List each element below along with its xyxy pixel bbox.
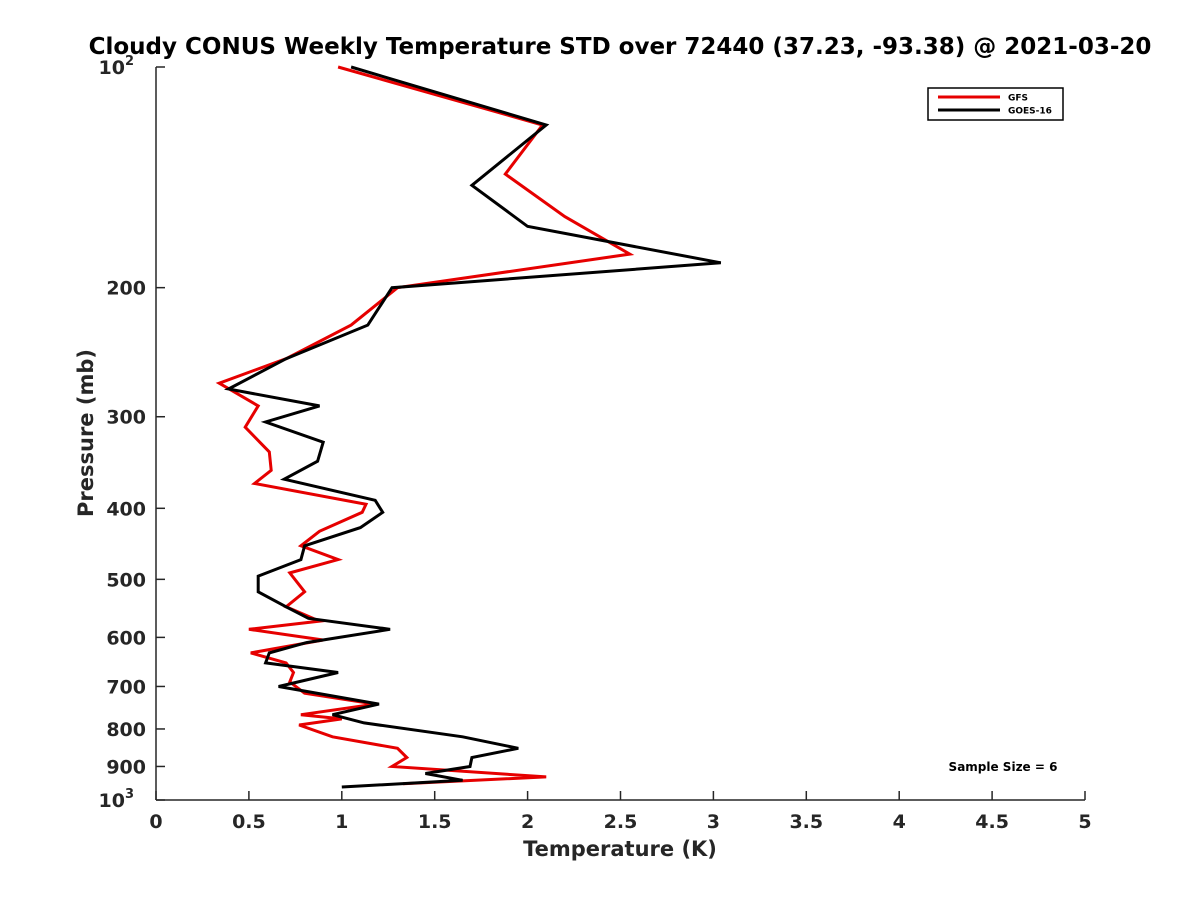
series-line-goes-16 bbox=[223, 65, 722, 789]
y-tick-label: 500 bbox=[106, 569, 146, 591]
y-tick-label: 800 bbox=[106, 719, 146, 741]
legend: GFS GOES-16 bbox=[927, 87, 1064, 121]
x-tick-label: 4.5 bbox=[975, 811, 1009, 833]
plot-area: 0 0.5 1 1.5 2 2.5 3 3.5 4 4.5 5 102 200 300 400 500 600 7… bbox=[99, 54, 1092, 833]
x-tick-label: 1 bbox=[335, 811, 348, 833]
chart-title: Cloudy CONUS Weekly Temperature STD over… bbox=[89, 34, 1152, 60]
legend-label: GOES-16 bbox=[1008, 107, 1052, 117]
y-tick-label: 600 bbox=[106, 627, 146, 649]
y-tick-label: 300 bbox=[106, 407, 146, 429]
x-axis-label: Temperature (K) bbox=[523, 837, 717, 861]
y-tick-label: 900 bbox=[106, 756, 146, 778]
x-tick-label: 1.5 bbox=[418, 811, 452, 833]
y-tick-label: 103 bbox=[99, 787, 135, 812]
x-tick-label: 0 bbox=[149, 811, 162, 833]
x-tick-label: 3.5 bbox=[789, 811, 823, 833]
y-axis-label: Pressure (mb) bbox=[74, 349, 98, 517]
legend-box bbox=[927, 87, 1064, 121]
x-tick-label: 2.5 bbox=[604, 811, 638, 833]
sample-size-annotation: Sample Size = 6 bbox=[949, 760, 1058, 774]
y-tick-label: 700 bbox=[106, 676, 146, 698]
y-tick-label: 102 bbox=[99, 54, 135, 79]
series-line-gfs bbox=[215, 65, 635, 786]
x-tick-label: 2 bbox=[521, 811, 534, 833]
x-tick-label: 3 bbox=[707, 811, 720, 833]
x-tick-label: 4 bbox=[893, 811, 906, 833]
legend-label: GFS bbox=[1008, 94, 1028, 104]
x-tick-label: 5 bbox=[1078, 811, 1091, 833]
y-tick-label: 400 bbox=[106, 498, 146, 520]
x-tick-label: 0.5 bbox=[232, 811, 266, 833]
y-tick-label: 200 bbox=[106, 278, 146, 300]
